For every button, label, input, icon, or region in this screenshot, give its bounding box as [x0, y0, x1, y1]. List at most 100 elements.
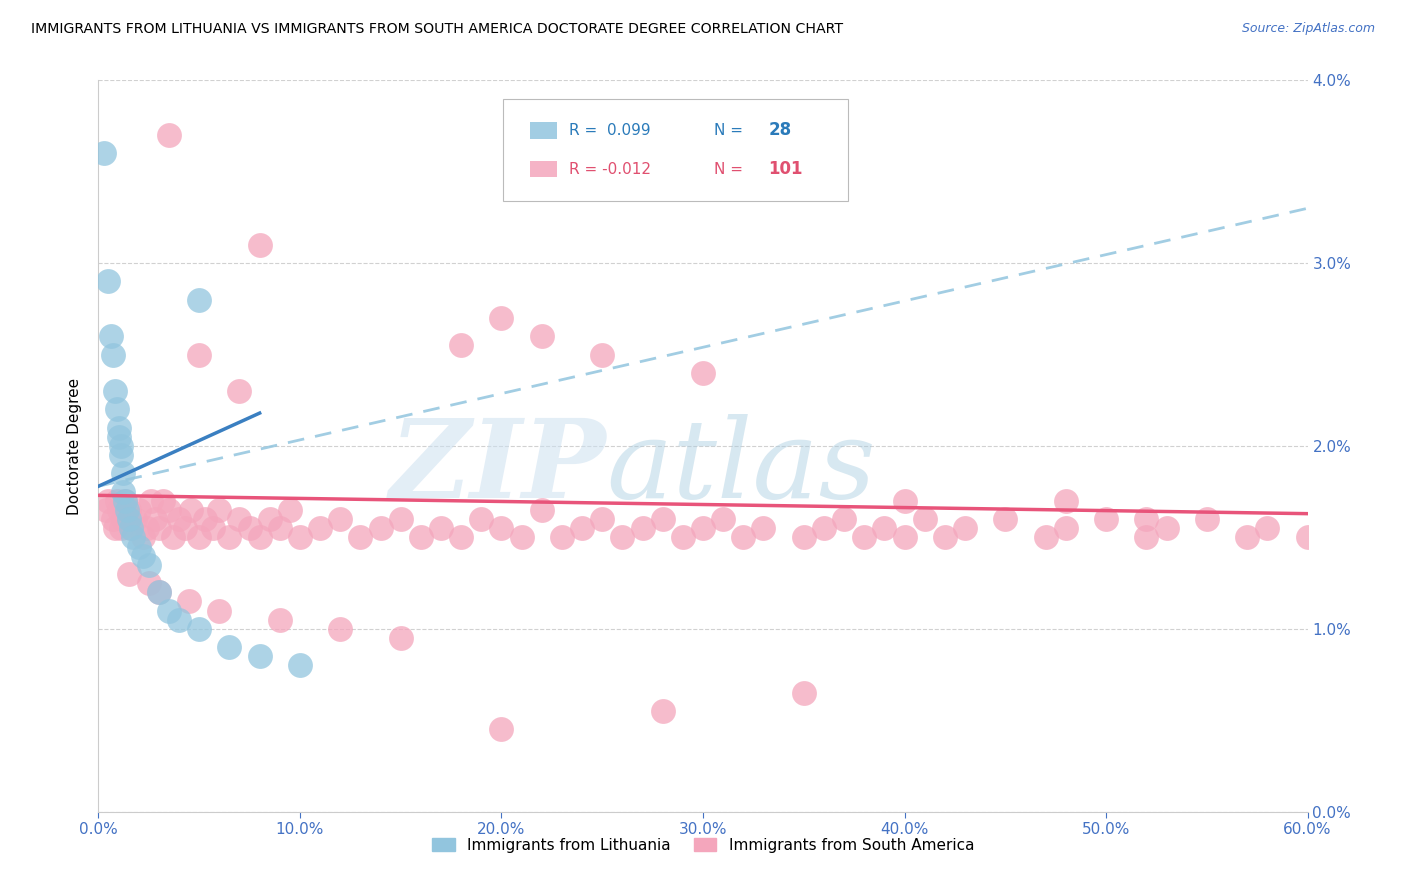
- Point: [118, 567, 141, 582]
- Point: [121, 530, 143, 544]
- Point: [953, 521, 976, 535]
- Point: [1195, 512, 1218, 526]
- Point: [873, 521, 896, 535]
- Point: [148, 585, 170, 599]
- Text: atlas: atlas: [606, 414, 876, 522]
- Point: [450, 338, 472, 352]
- Bar: [530, 161, 557, 178]
- Point: [111, 512, 134, 526]
- Point: [288, 530, 311, 544]
- Point: [329, 512, 352, 526]
- Point: [651, 704, 673, 718]
- Point: [239, 521, 262, 535]
- Legend: Immigrants from Lithuania, Immigrants from South America: Immigrants from Lithuania, Immigrants fr…: [426, 831, 980, 859]
- Point: [132, 530, 155, 544]
- Point: [1135, 530, 1157, 544]
- Point: [167, 613, 190, 627]
- Point: [571, 521, 593, 535]
- Point: [115, 503, 138, 517]
- Point: [430, 521, 453, 535]
- Point: [288, 658, 311, 673]
- Point: [157, 128, 180, 142]
- Point: [389, 512, 412, 526]
- Point: [470, 512, 492, 526]
- Point: [143, 512, 166, 526]
- Point: [97, 275, 120, 289]
- Point: [1236, 530, 1258, 544]
- Point: [733, 530, 755, 544]
- Point: [893, 494, 915, 508]
- Point: [96, 503, 118, 517]
- Point: [208, 503, 231, 517]
- Point: [188, 530, 211, 544]
- Point: [612, 530, 634, 544]
- Point: [994, 512, 1017, 526]
- Point: [124, 512, 146, 526]
- Point: [813, 521, 835, 535]
- Point: [631, 521, 654, 535]
- Point: [128, 503, 150, 517]
- Point: [194, 512, 217, 526]
- Point: [157, 503, 180, 517]
- Point: [188, 622, 211, 636]
- Point: [110, 521, 132, 535]
- Point: [110, 439, 132, 453]
- Point: [188, 347, 211, 362]
- Point: [651, 512, 673, 526]
- Point: [853, 530, 876, 544]
- Point: [510, 530, 533, 544]
- Point: [269, 521, 291, 535]
- Point: [114, 494, 136, 508]
- Point: [259, 512, 281, 526]
- Point: [832, 512, 855, 526]
- Point: [1256, 521, 1278, 535]
- Text: 28: 28: [768, 121, 792, 139]
- Point: [914, 512, 936, 526]
- Point: [491, 310, 513, 325]
- Point: [591, 347, 613, 362]
- Point: [188, 293, 211, 307]
- Text: ZIP: ZIP: [389, 414, 606, 522]
- Point: [97, 494, 120, 508]
- Point: [370, 521, 392, 535]
- Point: [110, 448, 132, 462]
- Point: [218, 640, 240, 655]
- Point: [132, 549, 155, 563]
- Point: [103, 384, 125, 399]
- Point: [105, 402, 128, 417]
- Point: [100, 329, 122, 343]
- Point: [152, 494, 174, 508]
- Text: IMMIGRANTS FROM LITHUANIA VS IMMIGRANTS FROM SOUTH AMERICA DOCTORATE DEGREE CORR: IMMIGRANTS FROM LITHUANIA VS IMMIGRANTS …: [31, 22, 844, 37]
- Point: [329, 622, 352, 636]
- FancyBboxPatch shape: [503, 99, 848, 201]
- Point: [180, 503, 202, 517]
- Y-axis label: Doctorate Degree: Doctorate Degree: [67, 377, 83, 515]
- Point: [692, 521, 714, 535]
- Point: [138, 576, 160, 591]
- Point: [118, 512, 141, 526]
- Point: [93, 146, 115, 161]
- Point: [793, 686, 815, 700]
- Point: [228, 384, 250, 399]
- Point: [530, 503, 553, 517]
- Point: [138, 558, 160, 572]
- Point: [218, 530, 240, 544]
- Point: [118, 503, 141, 517]
- Text: R = -0.012: R = -0.012: [569, 161, 651, 177]
- Point: [103, 521, 125, 535]
- Point: [101, 347, 124, 362]
- Text: R =  0.099: R = 0.099: [569, 123, 651, 138]
- Point: [309, 521, 332, 535]
- Point: [1135, 512, 1157, 526]
- Point: [208, 603, 231, 617]
- Point: [793, 530, 815, 544]
- Bar: [530, 122, 557, 138]
- Text: 101: 101: [768, 160, 803, 178]
- Point: [278, 503, 301, 517]
- Point: [111, 484, 134, 499]
- Point: [249, 530, 271, 544]
- Point: [591, 512, 613, 526]
- Point: [530, 329, 553, 343]
- Point: [491, 521, 513, 535]
- Point: [752, 521, 775, 535]
